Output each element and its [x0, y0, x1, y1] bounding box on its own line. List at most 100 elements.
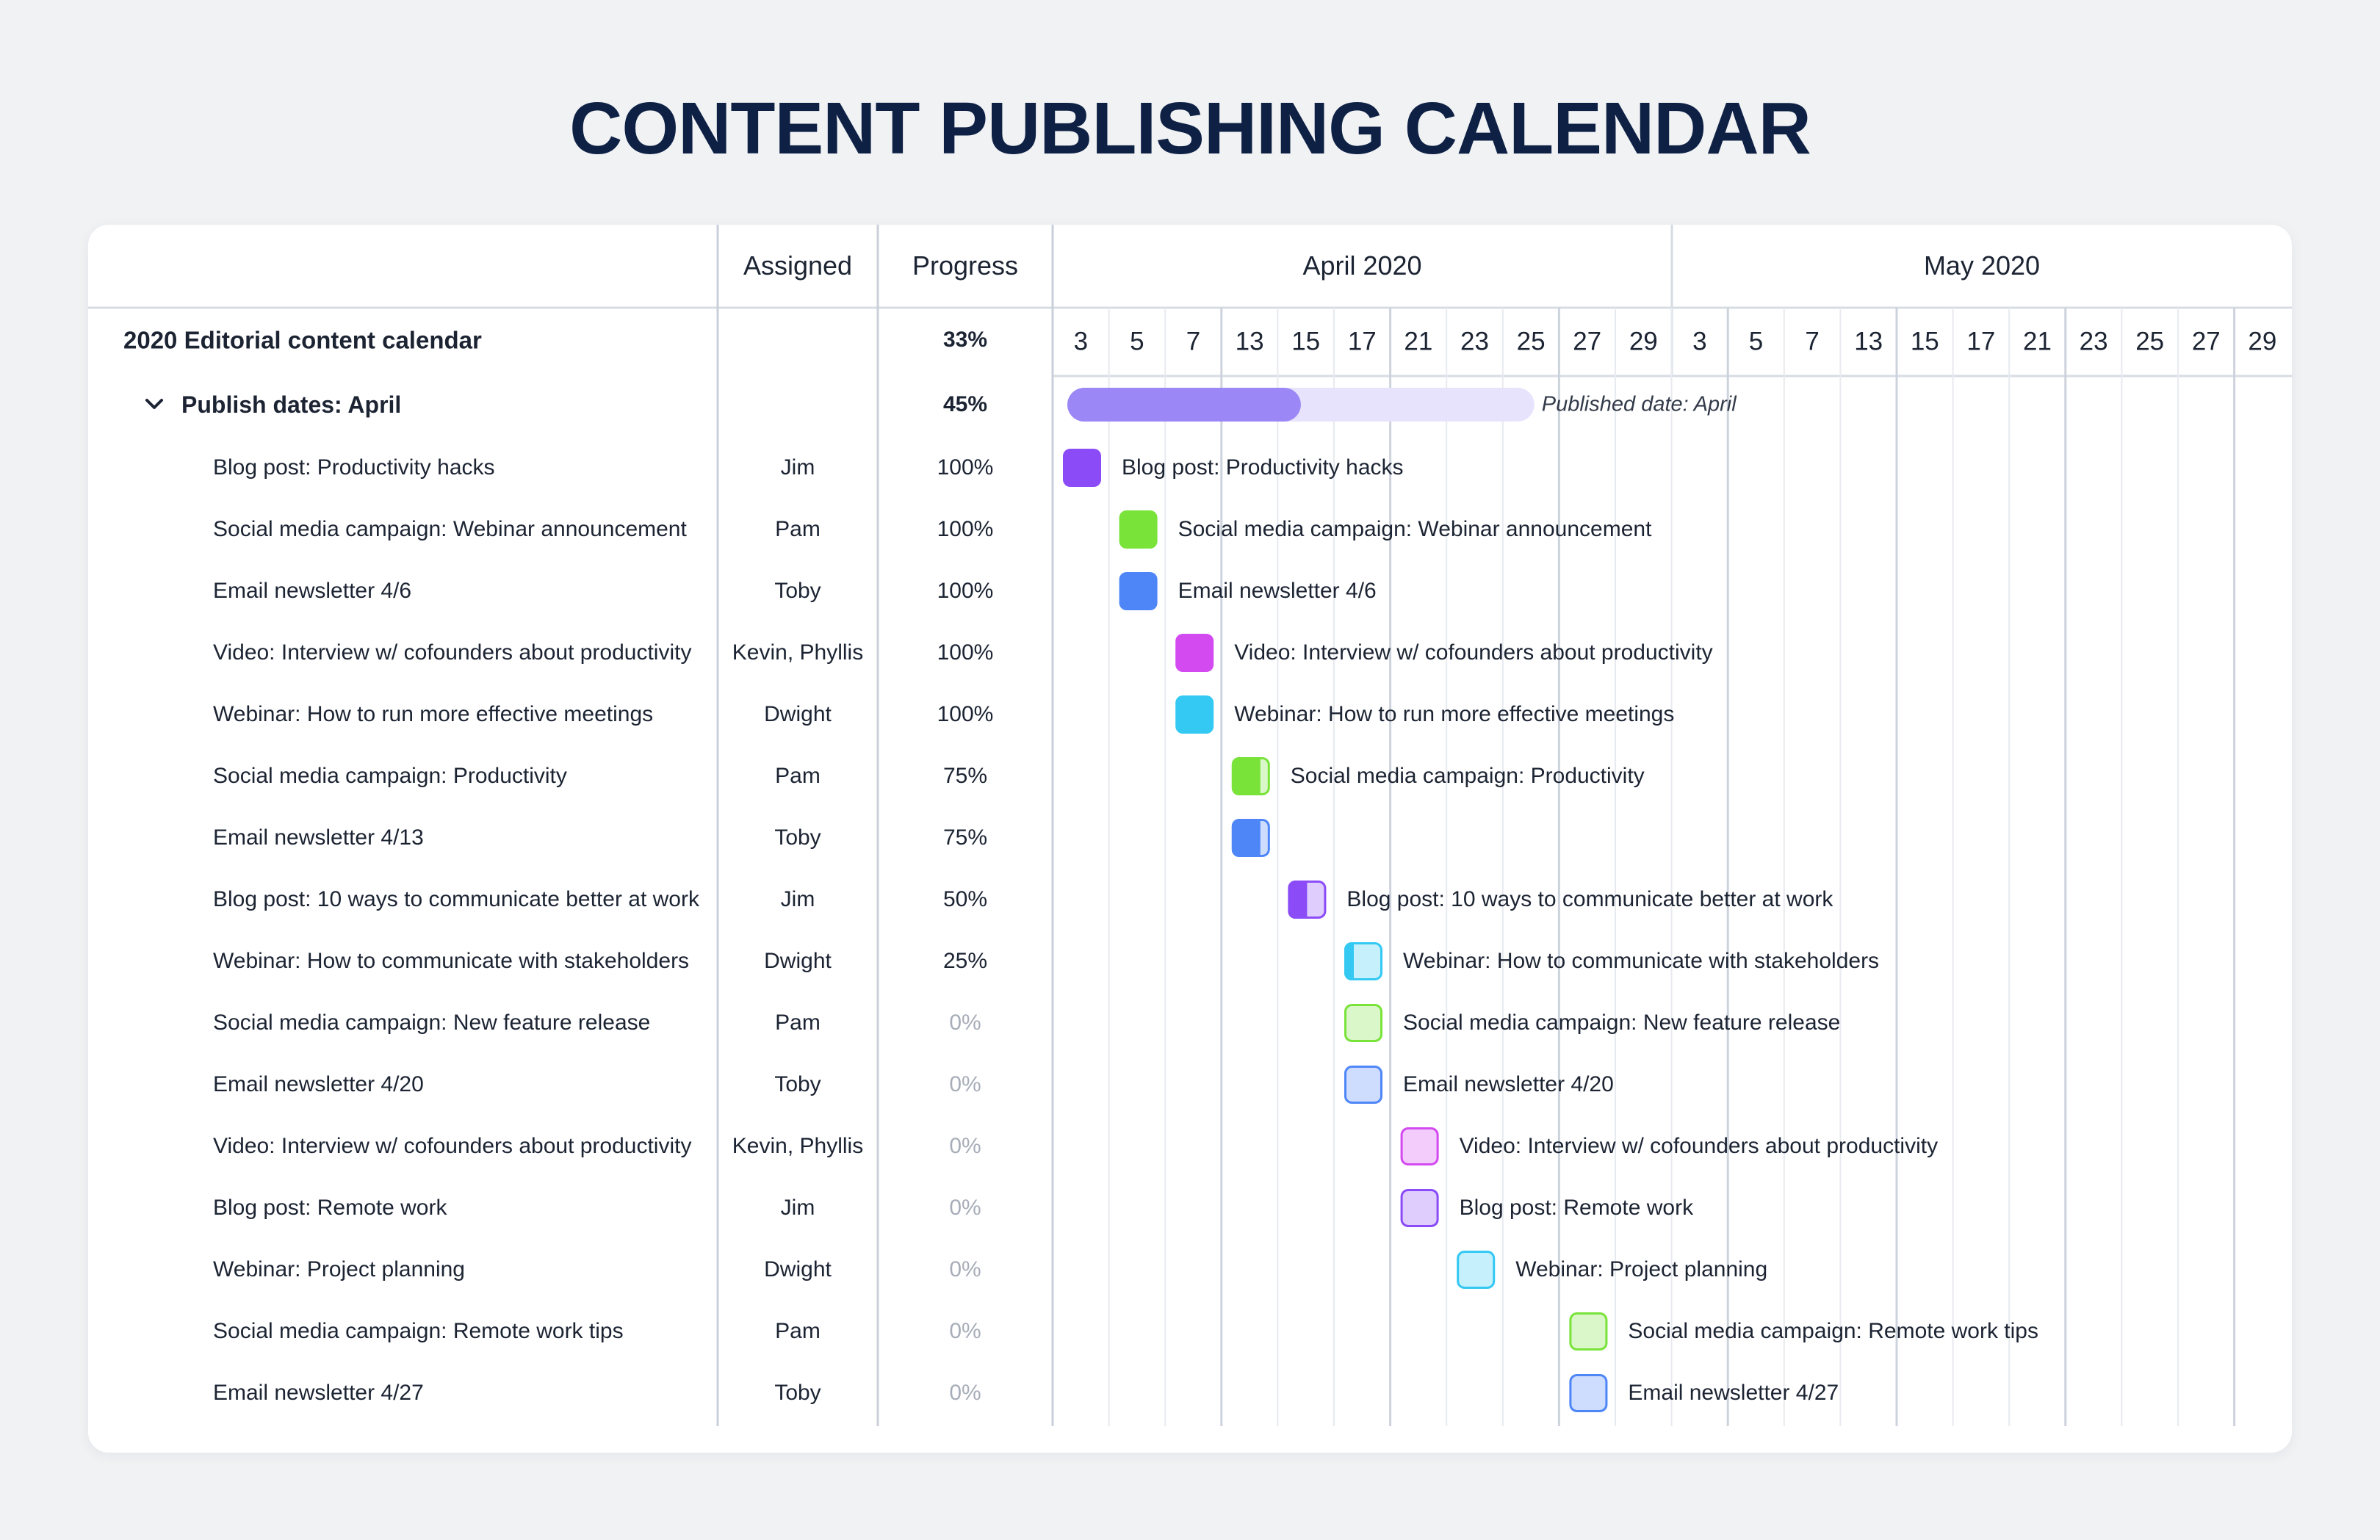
month-header: April 2020	[1302, 250, 1422, 281]
date-tick-label: 7	[1805, 327, 1820, 356]
group-progress: 45%	[942, 392, 988, 416]
date-tick-label: 21	[1404, 327, 1433, 356]
task-bar-label: Blog post: Productivity hacks	[1122, 455, 1404, 480]
task-bar-outline	[1344, 1066, 1382, 1104]
task-progress: 0%	[949, 1319, 981, 1343]
task-progress: 75%	[942, 825, 988, 850]
task-bar	[1569, 1312, 1608, 1351]
task-name: Email newsletter 4/6	[213, 579, 412, 603]
project-progress: 33%	[942, 328, 988, 352]
task-progress: 0%	[949, 1072, 981, 1096]
task-progress: 50%	[942, 887, 988, 911]
task-assigned: Dwight	[764, 1257, 832, 1281]
date-tick-label: 13	[1854, 327, 1883, 356]
date-tick-label: 25	[1516, 327, 1546, 356]
task-bar-label: Video: Interview w/ cofounders about pro…	[1234, 640, 1713, 665]
task-bar-outline	[1231, 819, 1270, 857]
date-tick-label: 5	[1748, 327, 1764, 356]
task-bar-outline	[1288, 881, 1327, 919]
task-progress: 0%	[949, 1196, 981, 1220]
task-bar-label: Blog post: Remote work	[1459, 1196, 1694, 1220]
group-bar-label: Published date: April	[1541, 392, 1737, 416]
task-name: Video: Interview w/ cofounders about pro…	[213, 1134, 692, 1158]
task-name: Social media campaign: Productivity	[213, 764, 567, 788]
progress-header: Progress	[912, 250, 1019, 281]
task-name: Social media campaign: Webinar announcem…	[213, 517, 687, 541]
task-bar-fill	[1288, 881, 1308, 919]
task-progress: 100%	[937, 517, 994, 541]
task-assigned: Jim	[780, 1196, 815, 1220]
task-name: Blog post: 10 ways to communicate better…	[213, 887, 699, 911]
date-tick-label: 27	[1573, 327, 1602, 356]
task-bar-outline	[1344, 942, 1382, 980]
date-tick-label: 15	[1910, 327, 1939, 356]
task-bar-label: Webinar: Project planning	[1515, 1257, 1768, 1281]
task-bar	[1119, 510, 1158, 549]
task-bar	[1175, 695, 1214, 734]
task-bar	[1569, 1374, 1608, 1412]
task-name: Webinar: Project planning	[213, 1257, 465, 1281]
task-bar-label: Blog post: 10 ways to communicate better…	[1346, 887, 1833, 911]
task-bar-label: Webinar: How to run more effective meeti…	[1234, 702, 1675, 726]
task-bar-label: Email newsletter 4/6	[1178, 579, 1377, 603]
group-name: Publish dates: April	[181, 391, 402, 418]
task-assigned: Jim	[780, 887, 815, 911]
task-assigned: Pam	[775, 517, 821, 541]
task-name: Social media campaign: New feature relea…	[213, 1011, 651, 1035]
task-bar-fill	[1231, 757, 1261, 795]
task-assigned: Toby	[774, 825, 821, 850]
page-title: CONTENT PUBLISHING CALENDAR	[569, 87, 1811, 170]
task-bar	[1344, 1066, 1382, 1104]
task-progress: 100%	[937, 455, 994, 480]
task-name: Email newsletter 4/13	[213, 825, 424, 850]
task-assigned: Jim	[780, 455, 815, 480]
task-bar-outline	[1457, 1251, 1496, 1289]
task-bar	[1119, 572, 1158, 610]
task-bar-outline	[1400, 1127, 1439, 1165]
task-progress: 0%	[949, 1134, 981, 1158]
date-tick-label: 27	[2191, 327, 2221, 356]
group-bar-fill	[1067, 388, 1301, 422]
date-tick-label: 5	[1130, 327, 1144, 356]
gantt-grid	[88, 225, 2292, 1426]
task-name: Social media campaign: Remote work tips	[213, 1319, 624, 1343]
task-assigned: Pam	[775, 1319, 821, 1343]
task-progress: 0%	[949, 1257, 981, 1281]
task-progress: 100%	[937, 702, 994, 726]
task-assigned: Dwight	[764, 949, 832, 973]
date-tick-label: 3	[1692, 327, 1707, 356]
task-bar-label: Email newsletter 4/27	[1628, 1381, 1839, 1405]
task-bar-fill	[1344, 942, 1354, 980]
date-tick-label: 29	[1629, 327, 1658, 356]
date-tick-label: 17	[1966, 327, 1996, 356]
task-progress: 0%	[949, 1011, 981, 1035]
task-bar-fill	[1231, 819, 1261, 857]
task-progress: 100%	[937, 640, 994, 665]
task-assigned: Kevin, Phyllis	[732, 1134, 864, 1158]
date-tick-label: 3	[1073, 327, 1089, 356]
task-progress: 100%	[937, 579, 994, 603]
date-tick-label: 23	[1460, 327, 1489, 356]
task-bar	[1457, 1251, 1496, 1289]
task-bar-outline	[1344, 1004, 1382, 1042]
date-tick-label: 21	[2023, 327, 2052, 356]
task-bar-label: Social media campaign: Productivity	[1290, 764, 1645, 788]
date-tick-label: 25	[2135, 327, 2165, 356]
task-name: Email newsletter 4/20	[213, 1072, 424, 1096]
task-name: Email newsletter 4/27	[213, 1381, 424, 1405]
date-tick-label: 17	[1347, 327, 1377, 356]
task-name: Video: Interview w/ cofounders about pro…	[213, 640, 692, 665]
task-assigned: Toby	[774, 1381, 821, 1405]
chevron-down-icon[interactable]	[145, 399, 163, 409]
task-bar-label: Social media campaign: Webinar announcem…	[1178, 517, 1652, 541]
task-bar	[1344, 1004, 1382, 1042]
task-assigned: Pam	[775, 1011, 821, 1035]
project-name: 2020 Editorial content calendar	[123, 326, 482, 354]
task-progress: 0%	[949, 1381, 981, 1405]
task-assigned: Kevin, Phyllis	[732, 640, 864, 665]
task-bar-label: Webinar: How to communicate with stakeho…	[1403, 949, 1880, 973]
task-bar-label: Video: Interview w/ cofounders about pro…	[1459, 1134, 1939, 1158]
date-tick-label: 13	[1235, 327, 1264, 356]
gantt-card: Assigned Progress April 2020 May 2020 3 5 7 13 1…	[88, 225, 2292, 1453]
task-name: Blog post: Remote work	[213, 1196, 447, 1220]
